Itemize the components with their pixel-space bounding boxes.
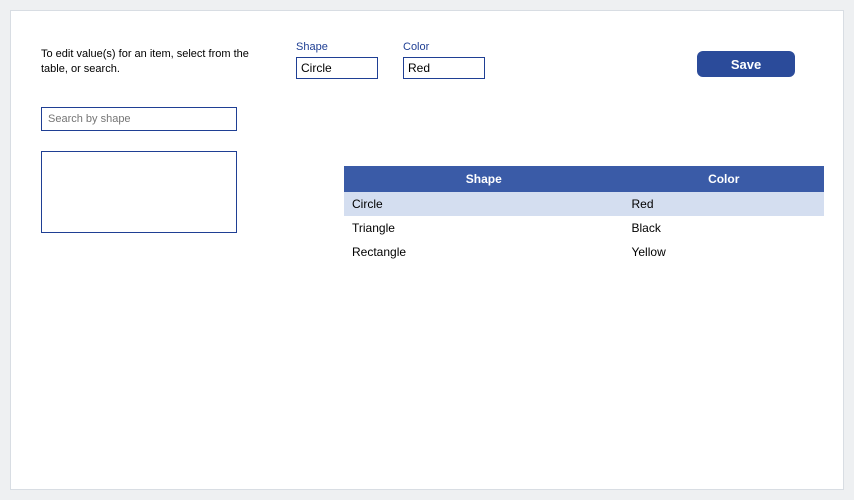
items-table: Shape Color CircleRedTriangleBlackRectan…: [344, 166, 824, 264]
col-shape: Shape: [344, 166, 623, 192]
table-header-row: Shape Color: [344, 166, 824, 192]
table-row[interactable]: CircleRed: [344, 192, 824, 216]
save-button[interactable]: Save: [697, 51, 795, 77]
color-input[interactable]: [403, 57, 485, 79]
shape-label: Shape: [296, 41, 378, 53]
cell-shape: Triangle: [344, 216, 623, 240]
shape-field: Shape: [296, 41, 378, 79]
table-row[interactable]: TriangleBlack: [344, 216, 824, 240]
cell-color: Red: [623, 192, 824, 216]
instructions-text: To edit value(s) for an item, select fro…: [41, 41, 251, 78]
search-input[interactable]: [41, 107, 237, 131]
field-group: Shape Color: [296, 41, 485, 79]
search-results-box[interactable]: [41, 151, 237, 233]
table-row[interactable]: RectangleYellow: [344, 240, 824, 264]
items-table-wrap: Shape Color CircleRedTriangleBlackRectan…: [344, 166, 824, 264]
cell-shape: Circle: [344, 192, 623, 216]
cell-shape: Rectangle: [344, 240, 623, 264]
editor-panel: To edit value(s) for an item, select fro…: [10, 10, 844, 490]
color-field: Color: [403, 41, 485, 79]
cell-color: Black: [623, 216, 824, 240]
cell-color: Yellow: [623, 240, 824, 264]
color-label: Color: [403, 41, 485, 53]
col-color: Color: [623, 166, 824, 192]
shape-input[interactable]: [296, 57, 378, 79]
